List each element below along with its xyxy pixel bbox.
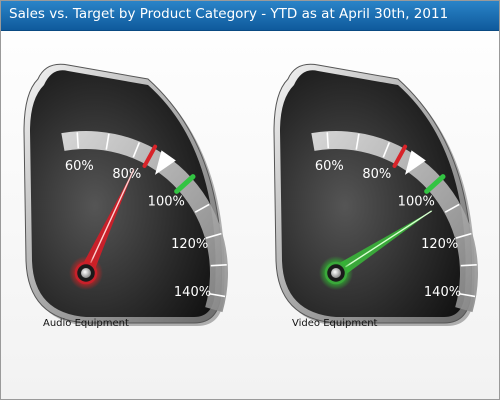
gauge-comparison-arrow [405,150,426,175]
gauge-tick [455,232,472,239]
gauge-category-label-video: Video Equipment [292,318,378,329]
gauge-tick-label: 80% [362,167,391,182]
gauge-tick-label: 100% [148,195,185,210]
gauge-tick-label: 80% [112,167,141,182]
gauge-tick [209,292,226,298]
gauge-target-marker [424,174,446,194]
gauge-target-marker [174,174,196,194]
chart-title: Sales vs. Target by Product Category - Y… [9,6,449,22]
gauge-comparison-arrow [155,150,176,175]
gauge-tick [444,203,460,213]
gauge-tick-label: 60% [65,159,94,174]
gauge-tick-label: 140% [174,285,211,300]
gauge-category-label-audio: Audio Equipment [43,318,129,329]
title-bar: Sales vs. Target by Product Category - Y… [1,1,499,31]
gauge-tick [132,142,141,158]
gauge-warning-marker [392,144,408,168]
gauge-tick-label: 120% [421,237,458,252]
gauge-needle-highlight [335,210,433,274]
gauge-needle [332,209,434,279]
gauge-tick [210,264,227,267]
gauge-tick-label: 60% [315,159,344,174]
gauge-tick [382,142,391,158]
gauge-tick [326,132,330,149]
gauge-tick-label: 140% [424,285,461,300]
gauge-audio: 60% 80% 100% 120% 140% [23,63,229,326]
gauge-tick [355,133,360,150]
gauge-canvas: 60% 80% 100% 120% 140% 60% 80% 100% 120% 140% [23,63,479,326]
gauge-tick-label: 100% [398,195,435,210]
gauge-tick [459,292,476,298]
gauge-tick [460,264,477,267]
gauge-needle [79,167,135,276]
gauge-tick [76,132,80,149]
gauge-warning-marker [142,144,158,168]
gauge-tick [194,203,210,213]
gauge-video: 60% 80% 100% 120% 140% [273,63,479,326]
gauge-scale-band [61,131,229,313]
gauge-tick [105,133,110,150]
gauge-hub [331,268,341,278]
gauge-needle-highlight [85,169,135,274]
gauge-tick-label: 120% [171,237,208,252]
gauge-scale-band [311,131,479,313]
gauge-hub [81,268,91,278]
gauge-tick [205,232,222,239]
